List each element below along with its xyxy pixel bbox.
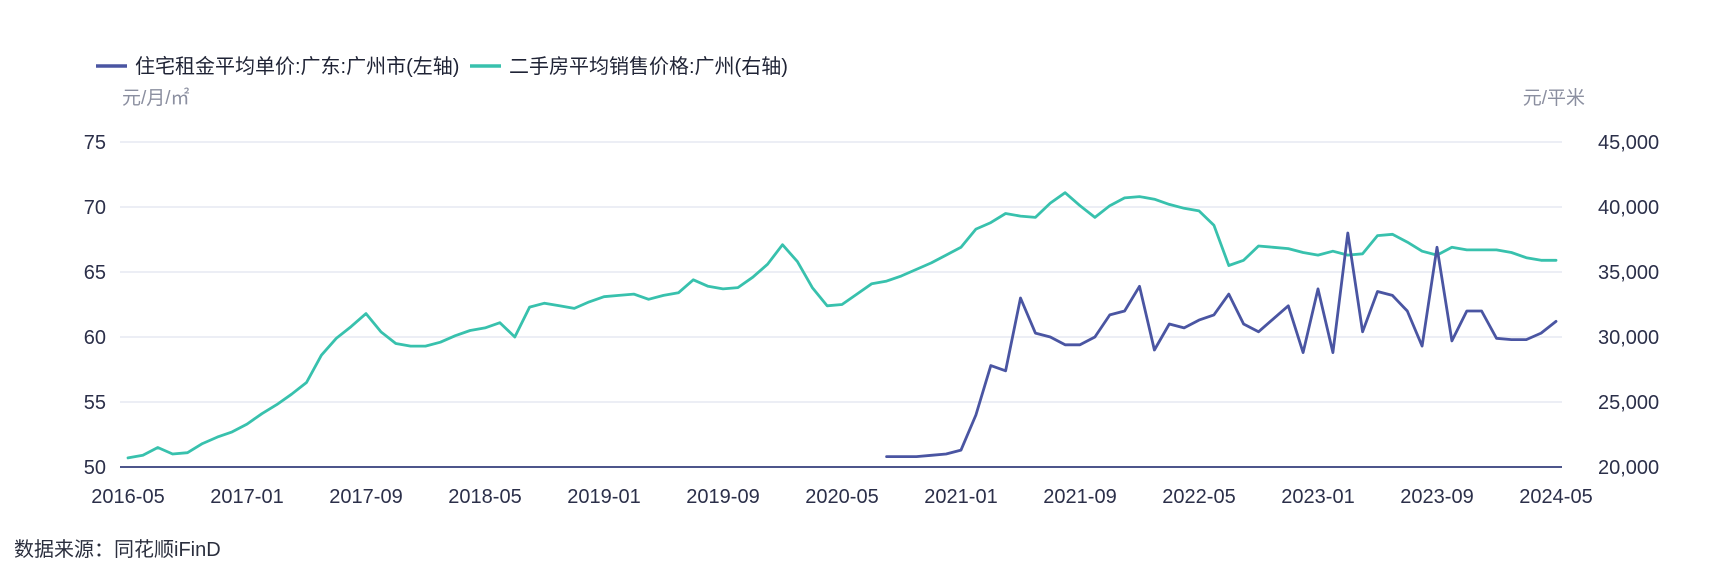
right-axis-unit-label: 元/平米 <box>1523 87 1585 109</box>
x-axis-tick-label: 2021-01 <box>924 486 997 508</box>
legend-label-rent: 住宅租金平均单价:广东:广州市(左轴) <box>135 55 459 78</box>
x-axis-tick-label: 2019-01 <box>567 486 640 508</box>
x-axis-tick-label: 2017-09 <box>329 486 402 508</box>
axis-tick-labels: 50 20,000 55 25,000 60 30,000 65 35,000 70 40,000… <box>84 132 1659 508</box>
right-axis-tick-label: 25,000 <box>1598 392 1659 414</box>
left-axis-tick-label: 75 <box>84 132 106 154</box>
x-axis-tick-label: 2023-09 <box>1400 486 1473 508</box>
legend-label-price: 二手房平均销售价格:广州(右轴) <box>509 55 788 78</box>
data-source-note: 数据来源：同花顺iFinD <box>14 538 221 561</box>
legend-item-price[interactable]: 二手房平均销售价格:广州(右轴) <box>470 55 788 78</box>
legend-item-rent[interactable]: 住宅租金平均单价:广东:广州市(左轴) <box>96 55 459 78</box>
left-axis-tick-label: 70 <box>84 197 106 219</box>
left-axis-tick-label: 55 <box>84 392 106 414</box>
x-axis-tick-label: 2020-05 <box>805 486 878 508</box>
left-axis-tick-label: 65 <box>84 262 106 284</box>
right-axis-tick-label: 20,000 <box>1598 457 1659 479</box>
left-axis-tick-label: 60 <box>84 327 106 349</box>
series-line-price <box>126 191 1558 460</box>
legend: 住宅租金平均单价:广东:广州市(左轴) 二手房平均销售价格:广州(右轴) <box>96 55 788 78</box>
right-axis-tick-label: 30,000 <box>1598 327 1659 349</box>
x-axis-tick-label: 2019-09 <box>686 486 759 508</box>
x-axis-tick-label: 2017-01 <box>210 486 283 508</box>
x-axis-tick-label: 2018-05 <box>448 486 521 508</box>
x-axis-tick-label: 2022-05 <box>1162 486 1235 508</box>
left-axis-unit-label: 元/月/㎡ <box>122 86 190 109</box>
right-axis-tick-label: 45,000 <box>1598 132 1659 154</box>
series-lines <box>126 191 1558 460</box>
gridlines <box>120 141 1562 468</box>
x-axis-tick-label: 2016-05 <box>91 486 164 508</box>
right-axis-tick-label: 40,000 <box>1598 197 1659 219</box>
series-line-rent <box>885 231 1558 459</box>
right-axis-tick-label: 35,000 <box>1598 262 1659 284</box>
x-axis-tick-label: 2024-05 <box>1519 486 1592 508</box>
x-axis-tick-label: 2021-09 <box>1043 486 1116 508</box>
x-axis-tick-label: 2023-01 <box>1281 486 1354 508</box>
left-axis-tick-label: 50 <box>84 457 106 479</box>
